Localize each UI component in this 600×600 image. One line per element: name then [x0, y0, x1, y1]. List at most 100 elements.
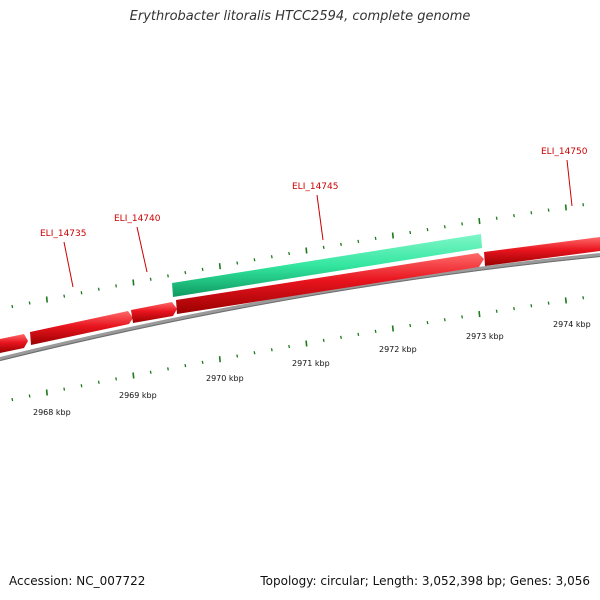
minor-tick: [149, 370, 152, 374]
gene-label-leader: [63, 241, 74, 288]
minor-tick: [184, 270, 187, 275]
minor-tick: [97, 287, 100, 291]
major-tick: [218, 356, 221, 363]
minor-tick: [115, 284, 118, 288]
minor-tick: [340, 242, 342, 247]
minor-tick: [167, 367, 169, 371]
minor-tick: [28, 301, 31, 305]
genome-summary: Topology: circular; Length: 3,052,398 bp…: [260, 574, 590, 588]
minor-tick: [288, 251, 291, 256]
minor-tick: [495, 309, 498, 313]
gene-arrow[interactable]: [176, 253, 484, 314]
major-tick: [391, 325, 394, 332]
minor-tick: [409, 323, 412, 328]
minor-tick: [236, 261, 239, 265]
minor-tick: [340, 335, 342, 340]
minor-tick: [253, 351, 256, 355]
minor-tick: [11, 304, 14, 309]
scale-label: 2973 kbp: [466, 332, 504, 341]
minor-tick: [149, 277, 152, 281]
gene-label-leader: [316, 194, 324, 241]
gene-arrow[interactable]: [484, 237, 600, 266]
minor-tick: [253, 258, 256, 262]
minor-tick: [461, 222, 464, 226]
minor-tick: [167, 274, 169, 278]
major-tick: [478, 218, 481, 225]
major-tick: [478, 311, 481, 318]
major-tick: [132, 372, 135, 379]
major-tick: [45, 296, 48, 303]
minor-tick: [201, 267, 204, 272]
gene-label-leader: [566, 159, 573, 207]
minor-tick: [201, 360, 204, 365]
major-tick: [305, 340, 308, 347]
minor-tick: [426, 320, 429, 325]
minor-tick: [530, 211, 533, 215]
minor-tick: [443, 318, 446, 322]
minor-tick: [80, 291, 83, 295]
minor-tick: [547, 301, 550, 305]
scale-label: 2970 kbp: [206, 374, 244, 383]
major-tick: [45, 389, 48, 396]
minor-tick: [11, 397, 14, 402]
genome-backbone: [0, 253, 600, 361]
gene-label[interactable]: ELI_14745: [292, 182, 339, 192]
gene-label[interactable]: ELI_14750: [541, 147, 588, 157]
inner-tick-row: [11, 296, 585, 402]
minor-tick: [357, 239, 360, 244]
genome-title: Erythrobacter litoralis HTCC2594, comple…: [129, 9, 471, 24]
gene-label[interactable]: ELI_14740: [114, 214, 161, 224]
minor-tick: [409, 230, 412, 235]
gene-arrow[interactable]: [131, 302, 177, 323]
minor-tick: [582, 296, 585, 300]
forward-gene-track: [0, 237, 600, 353]
minor-tick: [270, 255, 273, 259]
scale-label: 2968 kbp: [33, 408, 71, 417]
minor-tick: [547, 208, 550, 212]
scale-label: 2972 kbp: [379, 345, 417, 354]
minor-tick: [582, 203, 585, 207]
minor-tick: [63, 387, 66, 391]
gene-label[interactable]: ELI_14735: [40, 229, 87, 239]
minor-tick: [374, 329, 377, 334]
major-tick: [564, 297, 567, 304]
major-tick: [305, 247, 308, 254]
minor-tick: [357, 332, 360, 337]
major-tick: [564, 204, 567, 211]
major-tick: [218, 263, 221, 270]
minor-tick: [443, 225, 446, 229]
scale-label: 2969 kbp: [119, 391, 157, 400]
minor-tick: [115, 377, 118, 381]
accession-label: Accession: NC_007722: [9, 574, 146, 588]
scale-label: 2974 kbp: [553, 320, 591, 329]
minor-tick: [374, 236, 377, 241]
minor-tick: [80, 384, 83, 388]
minor-tick: [63, 294, 66, 298]
minor-tick: [270, 348, 273, 352]
cds-feature[interactable]: [172, 234, 482, 297]
minor-tick: [236, 354, 239, 358]
minor-tick: [322, 338, 325, 343]
outer-tick-row: [11, 203, 585, 309]
scale-label: 2971 kbp: [292, 359, 330, 368]
minor-tick: [426, 227, 429, 232]
gene-label-group: ELI_14735 ELI_14740 ELI_14745 ELI_14750: [40, 147, 588, 288]
minor-tick: [28, 394, 31, 398]
scale-label-group: 2968 kbp 2969 kbp 2970 kbp 2971 kbp 2972…: [33, 320, 591, 417]
gene-arrow[interactable]: [30, 311, 133, 345]
gene-label-leader: [136, 226, 148, 273]
minor-tick: [530, 304, 533, 308]
minor-tick: [322, 245, 325, 250]
major-tick: [391, 232, 394, 239]
minor-tick: [184, 363, 187, 368]
major-tick: [132, 279, 135, 286]
minor-tick: [461, 315, 464, 319]
minor-tick: [97, 380, 100, 384]
minor-tick: [288, 344, 291, 349]
minor-tick: [513, 306, 515, 311]
minor-tick: [513, 213, 515, 218]
genome-backbone-shadow: [0, 256, 600, 361]
minor-tick: [495, 216, 498, 220]
gene-arrow[interactable]: [0, 334, 28, 353]
